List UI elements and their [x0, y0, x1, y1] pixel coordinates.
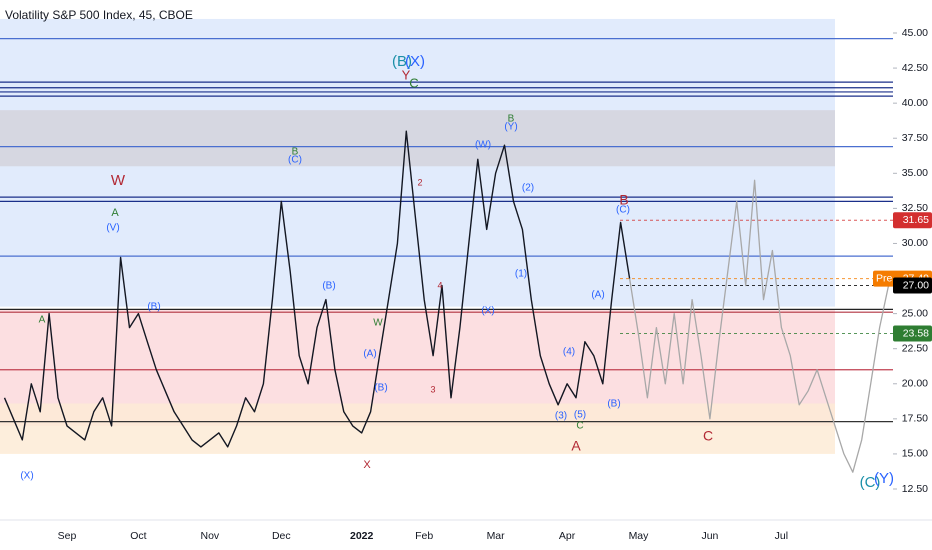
wave-label: 4	[437, 280, 442, 290]
x-tick-label: Jun	[701, 530, 718, 542]
y-tick-label: 37.50	[902, 132, 928, 144]
wave-label: A	[39, 315, 46, 326]
x-tick-label: Jul	[775, 530, 788, 542]
wave-label: (Y)	[874, 470, 894, 487]
y-tick-label: 40.00	[902, 97, 928, 109]
x-tick-label: Feb	[415, 530, 433, 542]
wave-label: B	[619, 192, 628, 208]
wave-label: (W)	[475, 140, 491, 151]
y-tick-label: 15.00	[902, 448, 928, 460]
wave-label: (X)	[20, 471, 33, 482]
y-tick-label: 22.50	[902, 342, 928, 354]
wave-label: (B)	[374, 383, 387, 394]
wave-label: C	[703, 428, 713, 444]
wave-label: (C)	[860, 474, 881, 491]
wave-label: W	[373, 318, 383, 329]
wave-label: (V)	[106, 223, 119, 234]
price-tag	[893, 277, 932, 294]
wave-label: (5)	[574, 410, 586, 421]
wave-label: (A)	[363, 349, 376, 360]
price-tag-label: 31.65	[903, 214, 929, 226]
wave-label: (3)	[555, 411, 567, 422]
wave-label: 2	[417, 177, 422, 187]
zone-band	[0, 110, 835, 167]
wave-label: (B)	[322, 281, 335, 292]
wave-label: 3	[430, 384, 435, 394]
wave-label: B	[508, 114, 515, 125]
wave-label: (B)	[607, 399, 620, 410]
wave-label: W	[111, 172, 126, 189]
wave-label: A	[571, 438, 581, 454]
wave-label: (1)	[515, 269, 527, 280]
wave-label: B	[292, 147, 299, 158]
y-tick-label: 35.00	[902, 167, 928, 179]
x-tick-label: Nov	[201, 530, 220, 542]
wave-label: (X)	[481, 306, 494, 317]
wave-label: (C)	[288, 155, 302, 166]
wave-label: C	[576, 421, 583, 432]
wave-label: X	[363, 459, 371, 471]
x-tick-label: Mar	[487, 530, 506, 542]
price-tag	[893, 325, 932, 342]
price-tag-label: 23.58	[903, 327, 929, 339]
x-tick-label: Apr	[559, 530, 576, 542]
chart-title: Volatility S&P 500 Index, 45, CBOE	[5, 8, 193, 22]
x-tick-label: May	[629, 530, 650, 542]
x-tick-label: Sep	[58, 530, 77, 542]
y-tick-label: 17.50	[902, 413, 928, 425]
wave-label: A	[111, 207, 119, 219]
wave-label: (B)	[147, 302, 160, 313]
wave-label: (B)	[392, 53, 412, 70]
y-tick-label: 30.00	[902, 237, 928, 249]
y-tick-label: 45.00	[902, 27, 928, 39]
x-tick-label: 2022	[350, 530, 374, 542]
x-tick-label: Oct	[130, 530, 146, 542]
y-tick-label: 42.50	[902, 62, 928, 74]
wave-label: (4)	[563, 347, 575, 358]
y-axis-area	[893, 0, 932, 520]
price-line	[628, 179, 890, 473]
x-tick-label: Dec	[272, 530, 291, 542]
wave-label: (A)	[591, 290, 604, 301]
y-tick-label: 12.50	[902, 483, 928, 495]
wave-label: Y	[402, 67, 411, 82]
price-line	[3, 130, 631, 448]
wave-label: (Y)	[504, 122, 517, 133]
price-tag-label: 27.00	[903, 279, 929, 291]
y-tick-label: 25.00	[902, 307, 928, 319]
zone-band	[0, 403, 835, 454]
wave-label: C	[409, 75, 418, 90]
y-tick-label: 20.00	[902, 378, 928, 390]
y-tick-label: 32.50	[902, 202, 928, 214]
wave-label: (C)	[616, 205, 630, 216]
wave-label: (2)	[522, 183, 534, 194]
price-tag-prefix: Pre	[876, 272, 893, 284]
wave-label: (X)	[405, 53, 425, 70]
price-tag	[893, 212, 932, 229]
